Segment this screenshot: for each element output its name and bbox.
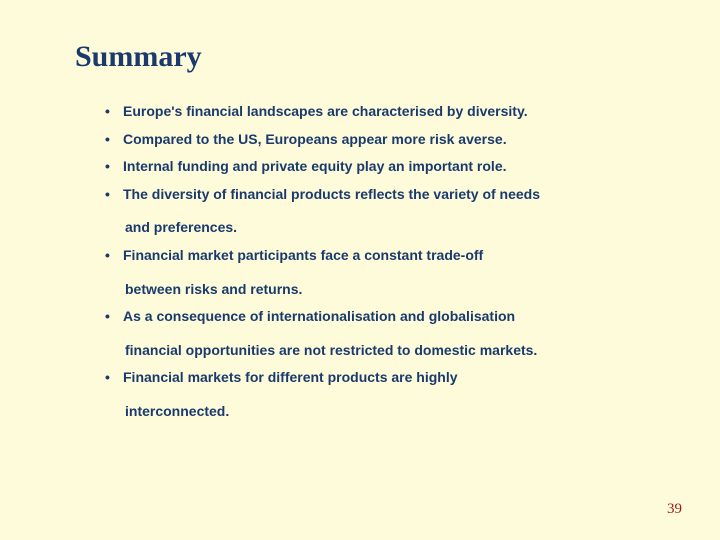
list-item: Financial market participants face a con…	[105, 246, 660, 299]
bullet-text: As a consequence of internationalisation…	[123, 308, 515, 324]
list-item: As a consequence of internationalisation…	[105, 307, 660, 360]
list-item: Internal funding and private equity play…	[105, 157, 660, 177]
page-number: 39	[667, 501, 682, 518]
slide-title: Summary	[75, 40, 660, 74]
bullet-text: Compared to the US, Europeans appear mor…	[123, 131, 507, 147]
bullet-text-cont: interconnected.	[125, 402, 660, 422]
list-item: Compared to the US, Europeans appear mor…	[105, 130, 660, 150]
bullet-text: Financial markets for different products…	[123, 369, 458, 385]
bullet-text-cont: financial opportunities are not restrict…	[125, 341, 660, 361]
bullet-text: Financial market participants face a con…	[123, 247, 483, 263]
bullet-list: Europe's financial landscapes are charac…	[75, 102, 660, 422]
bullet-text: Internal funding and private equity play…	[123, 158, 507, 174]
bullet-text: The diversity of financial products refl…	[123, 186, 540, 202]
bullet-text: Europe's financial landscapes are charac…	[123, 103, 528, 119]
list-item: The diversity of financial products refl…	[105, 185, 660, 238]
slide: Summary Europe's financial landscapes ar…	[0, 0, 720, 540]
list-item: Financial markets for different products…	[105, 368, 660, 421]
list-item: Europe's financial landscapes are charac…	[105, 102, 660, 122]
bullet-text-cont: and preferences.	[125, 218, 660, 238]
bullet-text-cont: between risks and returns.	[125, 280, 660, 300]
